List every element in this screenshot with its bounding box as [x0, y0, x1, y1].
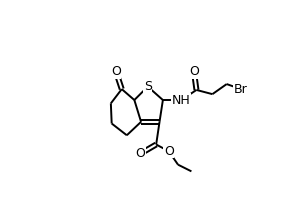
- Text: O: O: [111, 65, 121, 78]
- Text: NH: NH: [172, 94, 191, 107]
- Text: O: O: [189, 65, 199, 78]
- Text: O: O: [164, 145, 174, 158]
- Text: Br: Br: [234, 83, 248, 96]
- Text: O: O: [135, 147, 145, 160]
- Text: S: S: [144, 80, 152, 93]
